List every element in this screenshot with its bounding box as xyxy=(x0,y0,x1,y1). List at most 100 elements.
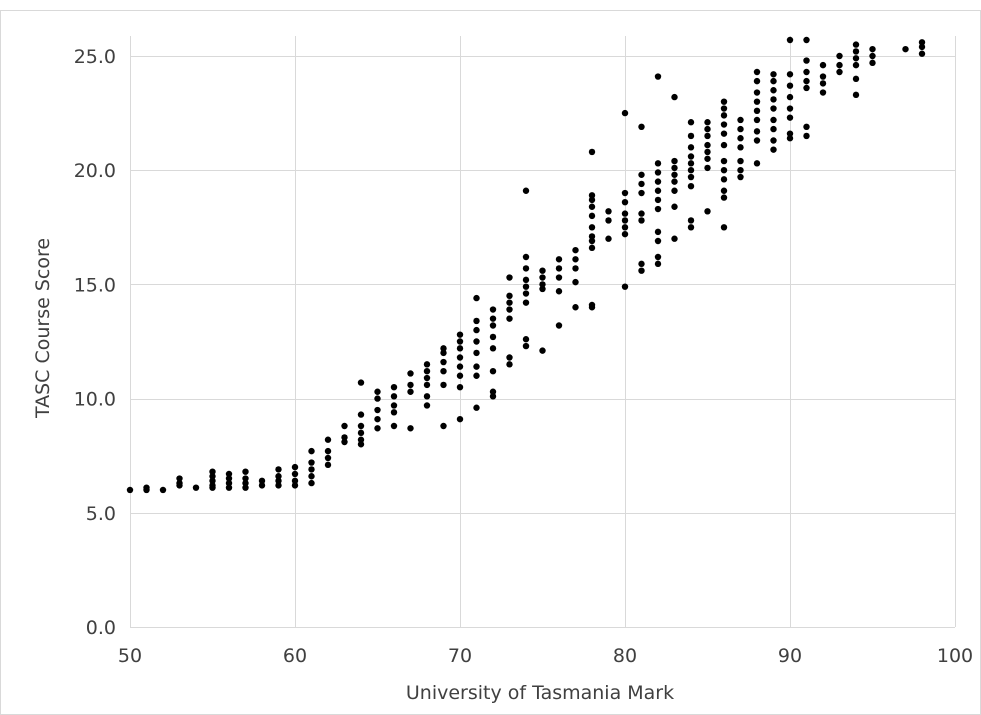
scatter-point xyxy=(456,345,464,352)
scatter-point xyxy=(275,477,282,485)
scatter-point xyxy=(770,96,777,103)
scatter-point xyxy=(786,93,794,101)
scatter-point xyxy=(390,409,398,416)
scatter-point xyxy=(671,187,678,194)
scatter-point xyxy=(572,246,579,254)
scatter-point xyxy=(671,93,678,101)
scatter-point xyxy=(473,326,480,334)
scatter-point xyxy=(407,388,414,395)
scatter-point xyxy=(737,157,744,165)
scatter-point xyxy=(638,171,645,178)
scatter-point xyxy=(209,468,216,475)
y-tick-label: 0.0 xyxy=(86,617,116,639)
scatter-point xyxy=(275,473,282,480)
scatter-point xyxy=(522,253,530,261)
scatter-point xyxy=(572,265,579,272)
scatter-point xyxy=(456,383,464,391)
scatter-point xyxy=(539,281,546,288)
scatter-point xyxy=(506,274,513,281)
scatter-point xyxy=(506,361,513,368)
scatter-point xyxy=(819,61,827,69)
scatter-point xyxy=(852,48,860,55)
scatter-point xyxy=(341,438,348,446)
x-tick-label: 100 xyxy=(937,645,973,667)
scatter-point xyxy=(390,402,398,409)
scatter-point xyxy=(588,212,596,220)
scatter-point xyxy=(654,160,662,167)
scatter-point xyxy=(489,333,497,341)
scatter-point xyxy=(374,406,381,414)
data-points xyxy=(126,36,926,494)
scatter-point xyxy=(572,278,579,286)
scatter-point xyxy=(357,411,365,418)
scatter-point xyxy=(918,50,926,57)
scatter-point xyxy=(819,80,827,87)
scatter-point xyxy=(423,367,431,375)
scatter-point xyxy=(225,484,233,491)
scatter-point xyxy=(803,123,810,131)
scatter-point xyxy=(753,137,761,144)
y-tick-label: 20.0 xyxy=(74,160,116,182)
scatter-point xyxy=(704,208,711,215)
scatter-point xyxy=(506,315,513,322)
scatter-point xyxy=(308,473,315,480)
scatter-point xyxy=(687,132,695,140)
scatter-point xyxy=(440,345,447,352)
scatter-point xyxy=(671,164,678,172)
scatter-point xyxy=(687,160,695,167)
scatter-point xyxy=(869,52,876,60)
scatter-point xyxy=(423,361,431,368)
scatter-point xyxy=(440,422,447,430)
scatter-point xyxy=(704,164,711,172)
scatter-point xyxy=(638,217,645,224)
scatter-point xyxy=(918,43,926,51)
scatter-point xyxy=(671,203,678,210)
scatter-point xyxy=(654,253,662,261)
x-tick-label: 60 xyxy=(283,645,307,667)
x-tick-label: 80 xyxy=(613,645,637,667)
scatter-point xyxy=(654,187,662,194)
scatter-point xyxy=(555,288,563,295)
scatter-point xyxy=(275,466,282,473)
scatter-point xyxy=(836,61,843,69)
scatter-point xyxy=(918,39,926,46)
scatter-point xyxy=(407,370,414,377)
scatter-point xyxy=(225,475,233,482)
scatter-point xyxy=(720,98,728,105)
scatter-point xyxy=(770,105,777,112)
scatter-point xyxy=(638,267,645,274)
scatter-point xyxy=(588,203,596,210)
scatter-point xyxy=(687,224,695,231)
scatter-point xyxy=(555,274,563,281)
scatter-point xyxy=(588,196,596,204)
scatter-point xyxy=(720,121,728,128)
scatter-point xyxy=(324,447,332,455)
scatter-point xyxy=(770,125,777,133)
scatter-point xyxy=(638,189,645,197)
scatter-point xyxy=(440,381,447,389)
scatter-point xyxy=(687,167,695,174)
scatter-point xyxy=(638,260,645,268)
scatter-point xyxy=(605,208,612,215)
scatter-point xyxy=(720,112,728,119)
scatter-point xyxy=(704,125,711,133)
scatter-point xyxy=(720,176,728,183)
scatter-point xyxy=(852,91,860,99)
scatter-point xyxy=(341,434,348,441)
scatter-point xyxy=(506,306,513,313)
scatter-point xyxy=(869,45,876,53)
scatter-point xyxy=(473,338,480,345)
scatter-point xyxy=(621,224,629,231)
scatter-point xyxy=(225,479,233,487)
scatter-point xyxy=(621,109,629,117)
scatter-point xyxy=(836,52,843,60)
scatter-point xyxy=(588,237,596,245)
scatter-point xyxy=(753,107,761,115)
scatter-point xyxy=(324,461,332,469)
scatter-point xyxy=(737,167,744,174)
scatter-point xyxy=(539,267,546,274)
scatter-point xyxy=(786,36,794,44)
scatter-point xyxy=(209,482,216,489)
scatter-point xyxy=(786,130,794,137)
scatter-point xyxy=(308,447,315,455)
